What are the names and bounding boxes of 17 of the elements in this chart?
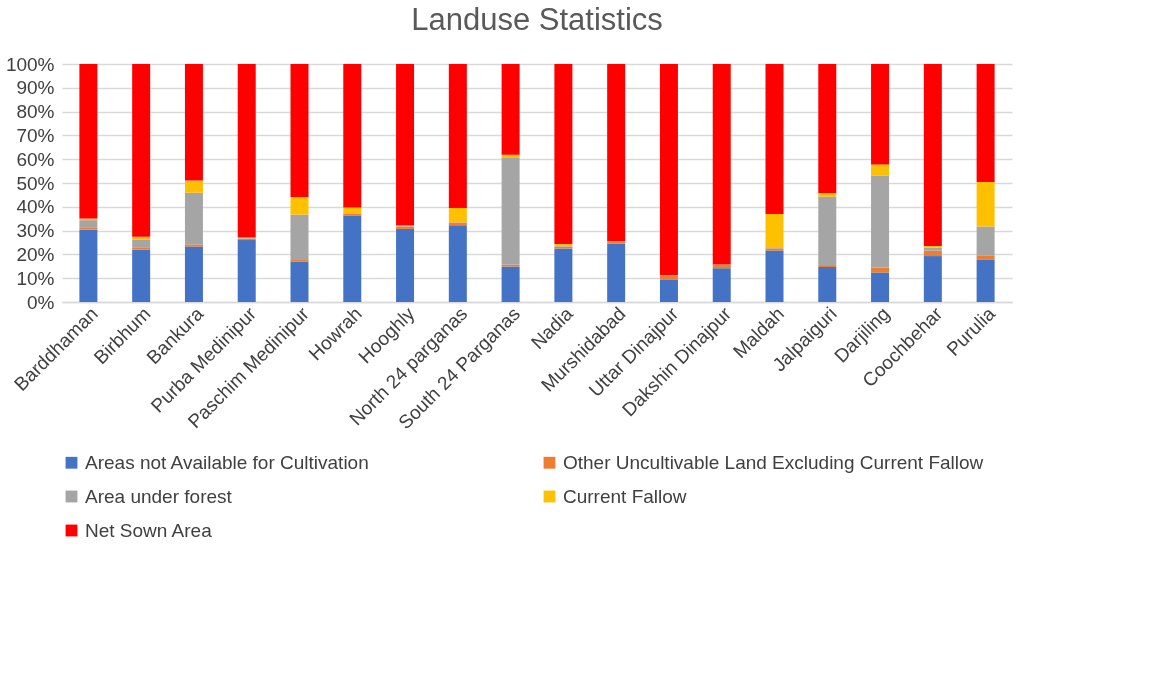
- y-tick-label: 30%: [16, 220, 55, 242]
- legend-label: Area under forest: [85, 485, 233, 507]
- legend-label: Net Sown Area: [85, 519, 213, 541]
- y-tick-label: 40%: [16, 196, 55, 218]
- y-tick-label: 80%: [16, 101, 55, 123]
- y-tick-label: 70%: [16, 124, 55, 146]
- y-tick-label: 90%: [16, 77, 55, 99]
- legend-label: Other Uncultivable Land Excluding Current Fallow: [563, 451, 984, 473]
- y-tick-label: 20%: [16, 243, 55, 265]
- y-tick-label: 50%: [16, 172, 55, 194]
- chart-title: Landuse Statistics: [411, 2, 663, 37]
- y-tick-label: 60%: [16, 148, 55, 170]
- y-tick-label: 10%: [16, 267, 55, 289]
- y-tick-label: 100%: [5, 53, 55, 75]
- legend-label: Current Fallow: [563, 485, 687, 507]
- y-tick-label: 0%: [27, 291, 55, 313]
- legend-label: Areas not Available for Cultivation: [85, 451, 369, 473]
